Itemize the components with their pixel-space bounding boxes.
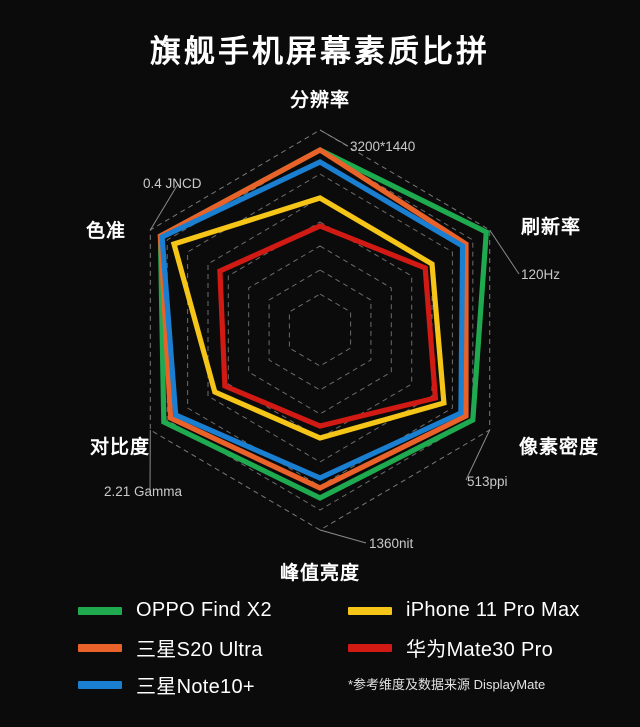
grid-ring: [248, 245, 392, 415]
grid-ring: [227, 221, 413, 439]
legend-column-right: iPhone 11 Pro Max 华为Mate30 Pro: [348, 592, 580, 666]
legend-item[interactable]: OPPO Find X2: [78, 592, 272, 629]
series-polygon[interactable]: [170, 195, 447, 441]
grid-ring: [288, 293, 352, 367]
legend-swatch-icon: [348, 606, 392, 615]
grid-ring: [166, 149, 474, 511]
radar-leader-lines: [149, 129, 520, 544]
axis-label-ppi: 像素密度: [519, 435, 599, 458]
legend-item[interactable]: 华为Mate30 Pro: [348, 629, 580, 666]
legend-label: 三星Note10+: [136, 676, 255, 698]
page-title: 旗舰手机屏幕素质比拼: [150, 34, 490, 69]
legend-label: 华为Mate30 Pro: [406, 639, 553, 661]
radar-chart: 分辨率 3200*1440 刷新率 120Hz 像素密度 513ppi 峰值亮度…: [0, 74, 640, 590]
legend: OPPO Find X2 三星S20 Ultra 三星Note10+ iPhon…: [0, 592, 640, 722]
axis-value-color-accuracy: 0.4 JNCD: [143, 176, 202, 191]
legend-swatch-icon: [78, 643, 122, 652]
legend-swatch-icon: [348, 643, 392, 652]
axis-value-ppi: 513ppi: [467, 474, 508, 489]
axis-label-contrast: 对比度: [90, 435, 150, 458]
axis-value-refresh: 120Hz: [521, 267, 560, 282]
series-polygon[interactable]: [159, 159, 466, 481]
legend-label: iPhone 11 Pro Max: [406, 599, 580, 621]
footnote: *参考维度及数据来源 DisplayMate: [348, 677, 546, 692]
legend-item[interactable]: 三星S20 Ultra: [78, 629, 272, 666]
series-polygon[interactable]: [217, 223, 439, 429]
axis-label-brightness: 峰值亮度: [280, 561, 360, 584]
legend-item[interactable]: 三星Note10+: [78, 666, 272, 703]
legend-swatch-icon: [78, 680, 122, 689]
radar-svg: 分辨率 3200*1440 刷新率 120Hz 像素密度 513ppi 峰值亮度…: [86, 88, 599, 584]
legend-column-left: OPPO Find X2 三星S20 Ultra 三星Note10+: [78, 592, 272, 703]
leader-line: [319, 129, 349, 147]
leader-line: [149, 183, 179, 231]
leader-line: [319, 529, 367, 544]
radar-series-layer: [157, 146, 490, 501]
axis-value-contrast: 2.21 Gamma: [104, 484, 183, 499]
axis-label-color-accuracy: 色准: [86, 219, 126, 242]
legend-label: OPPO Find X2: [136, 599, 272, 621]
legend-swatch-icon: [78, 606, 122, 615]
legend-item[interactable]: iPhone 11 Pro Max: [348, 592, 580, 629]
axis-value-brightness: 1360nit: [369, 536, 414, 551]
leader-line: [489, 229, 520, 275]
axis-label-resolution: 分辨率: [290, 88, 350, 111]
grid-ring: [268, 269, 372, 391]
axis-label-refresh: 刷新率: [521, 215, 581, 238]
grid-ring: [207, 197, 433, 463]
leader-line: [465, 429, 491, 481]
legend-label: 三星S20 Ultra: [136, 639, 263, 661]
axis-value-resolution: 3200*1440: [350, 139, 415, 154]
